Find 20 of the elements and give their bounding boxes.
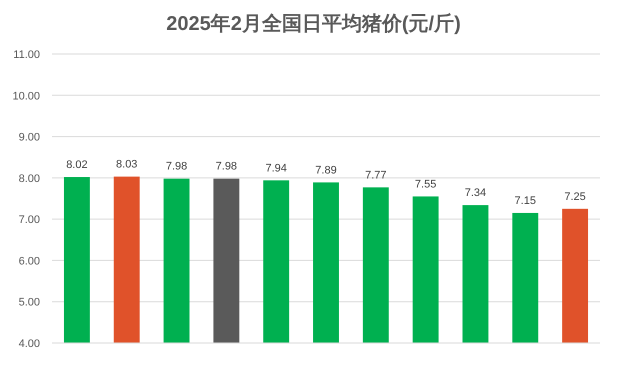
data-label: 7.15 <box>514 194 536 207</box>
data-label: 7.34 <box>464 187 486 200</box>
data-label: 7.55 <box>414 178 436 190</box>
y-tick-label: 4.00 <box>18 338 40 350</box>
data-label: 8.02 <box>66 159 88 172</box>
chart-title: 2025年2月全国日平均猪价(元/斤) <box>166 12 461 35</box>
data-label: 8.03 <box>116 158 138 171</box>
y-tick-label: 5.00 <box>18 296 40 309</box>
y-tick-label: 6.00 <box>18 255 40 268</box>
y-tick-label: 7.00 <box>18 214 40 226</box>
y-tick-label: 10.00 <box>12 90 40 102</box>
data-label: 7.25 <box>564 190 586 203</box>
y-tick-label: 9.00 <box>18 132 40 144</box>
data-label: 7.98 <box>216 160 238 173</box>
data-label: 7.89 <box>315 164 337 176</box>
y-tick-label: 8.00 <box>18 172 40 185</box>
data-label: 7.98 <box>166 160 188 173</box>
data-label: 7.94 <box>265 162 287 174</box>
y-tick-label: 11.00 <box>13 49 40 61</box>
data-label: 7.77 <box>365 169 387 182</box>
